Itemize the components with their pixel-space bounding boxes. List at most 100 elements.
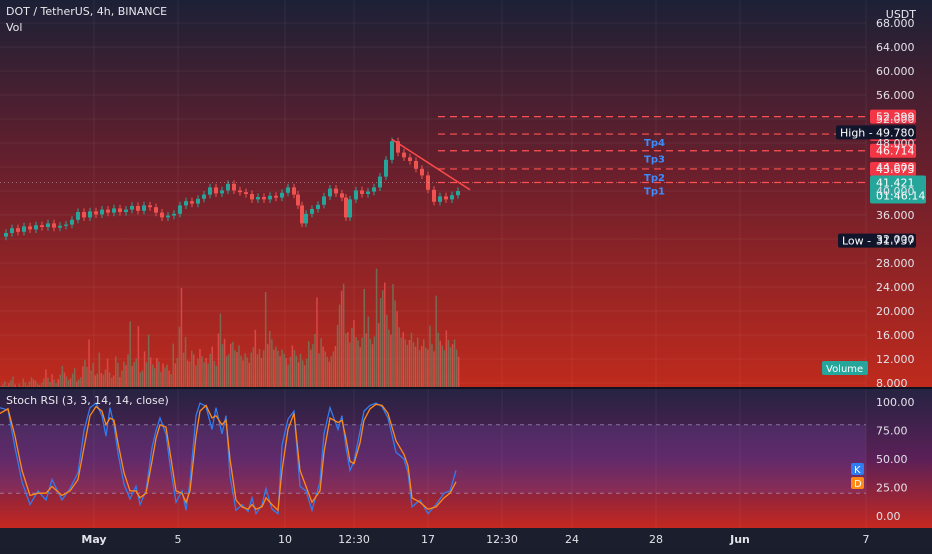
- volume-bar: [238, 345, 240, 387]
- volume-bar: [250, 352, 252, 387]
- volume-bar: [242, 360, 244, 387]
- volume-bar: [106, 358, 109, 387]
- volume-bar: [71, 373, 74, 387]
- volume-bar: [322, 346, 324, 387]
- time-tick-label: 12:30: [338, 533, 370, 546]
- candle-body: [444, 196, 448, 200]
- candle-body: [256, 197, 260, 200]
- volume-bar: [262, 350, 265, 387]
- candle-body: [414, 161, 418, 169]
- volume-bar: [26, 385, 29, 387]
- candle-body: [250, 194, 254, 200]
- volume-bar: [408, 340, 411, 387]
- rsi-tick-label: 100.00: [876, 396, 915, 409]
- volume-bar: [78, 379, 80, 387]
- volume-bar: [203, 362, 205, 387]
- volume-bar: [57, 379, 59, 387]
- candle-body: [328, 188, 332, 197]
- volume-bar: [176, 358, 179, 387]
- volume-bar: [2, 384, 4, 387]
- candle-body: [160, 212, 164, 218]
- k-badge: [851, 463, 864, 475]
- candle-body: [82, 212, 86, 218]
- volume-bar: [402, 332, 404, 387]
- volume-bar: [373, 336, 376, 387]
- volume-bar: [0, 386, 2, 387]
- volume-bar: [45, 369, 47, 387]
- volume-bar: [100, 373, 103, 387]
- candle-body: [100, 209, 104, 215]
- volume-bar: [312, 344, 314, 387]
- rsi-tick-label: 25.00: [876, 482, 908, 495]
- candle-body: [208, 187, 212, 195]
- volume-bar: [388, 329, 390, 387]
- candle-body: [52, 223, 56, 228]
- volume-bar: [437, 332, 439, 387]
- candle-body: [142, 205, 146, 211]
- target-label: Tp3: [644, 155, 665, 166]
- d-badge-text: D: [854, 479, 862, 490]
- volume-bar: [184, 337, 187, 387]
- volume-bar: [90, 370, 92, 387]
- chart-header: DOT / TetherUS, 4h, BINANCE Vol: [6, 4, 167, 36]
- volume-bar: [186, 360, 189, 387]
- volume-bar: [429, 325, 431, 387]
- volume-bar: [414, 346, 417, 387]
- price-tick-label: 16.000: [876, 329, 915, 342]
- candle-body: [262, 197, 266, 200]
- volume-bar: [252, 347, 255, 387]
- volume-bar: [400, 337, 402, 387]
- candle-body: [46, 223, 50, 227]
- volume-bar: [121, 370, 123, 387]
- volume-bar: [92, 362, 94, 387]
- high-label: High -: [840, 126, 873, 139]
- target-price-text: 52.399: [876, 111, 915, 124]
- volume-bar: [412, 342, 415, 387]
- volume-bar: [334, 346, 337, 387]
- volume-bar: [345, 333, 347, 387]
- candle-body: [28, 226, 32, 230]
- volume-bar: [123, 361, 125, 387]
- candle-body: [274, 195, 278, 198]
- candle-body: [334, 188, 338, 194]
- volume-bar: [152, 364, 154, 387]
- volume-bar: [306, 358, 308, 387]
- candle-body: [354, 190, 358, 200]
- high-tag: [836, 125, 916, 140]
- target-price-tag: [870, 109, 916, 124]
- volume-bar: [4, 381, 6, 387]
- rsi-tick-label: 0.00: [876, 510, 901, 523]
- target-price-text: 43.673: [876, 163, 915, 176]
- volume-bar: [205, 358, 207, 387]
- volume-bar: [195, 365, 197, 387]
- volume-bar: [254, 329, 257, 387]
- time-tick-label: 28: [649, 533, 663, 546]
- volume-bar: [147, 334, 150, 387]
- volume-bar: [141, 370, 144, 387]
- volume-bar: [353, 320, 355, 387]
- price-tick-label: 20.000: [876, 305, 915, 318]
- candle-body: [166, 215, 170, 218]
- volume-bar: [96, 373, 98, 387]
- high-value: 49.780: [876, 126, 915, 139]
- candle-body: [372, 187, 376, 192]
- candle-body: [456, 191, 460, 196]
- volume-bar: [223, 338, 226, 387]
- volume-bar: [20, 386, 22, 387]
- candle-body: [148, 205, 152, 208]
- candle-body: [344, 197, 348, 218]
- volume-bar: [431, 344, 433, 387]
- volume-bar: [8, 383, 10, 387]
- volume-bar: [227, 354, 230, 387]
- volume-bar: [451, 344, 454, 387]
- volume-bar: [379, 298, 382, 387]
- volume-bar: [131, 365, 133, 387]
- volume-bar: [82, 366, 84, 387]
- volume-bar: [160, 371, 162, 387]
- candle-body: [112, 208, 116, 213]
- volume-bar: [303, 365, 306, 387]
- candle-body: [88, 211, 92, 218]
- volume-bar: [338, 304, 341, 387]
- volume-bar: [51, 374, 53, 387]
